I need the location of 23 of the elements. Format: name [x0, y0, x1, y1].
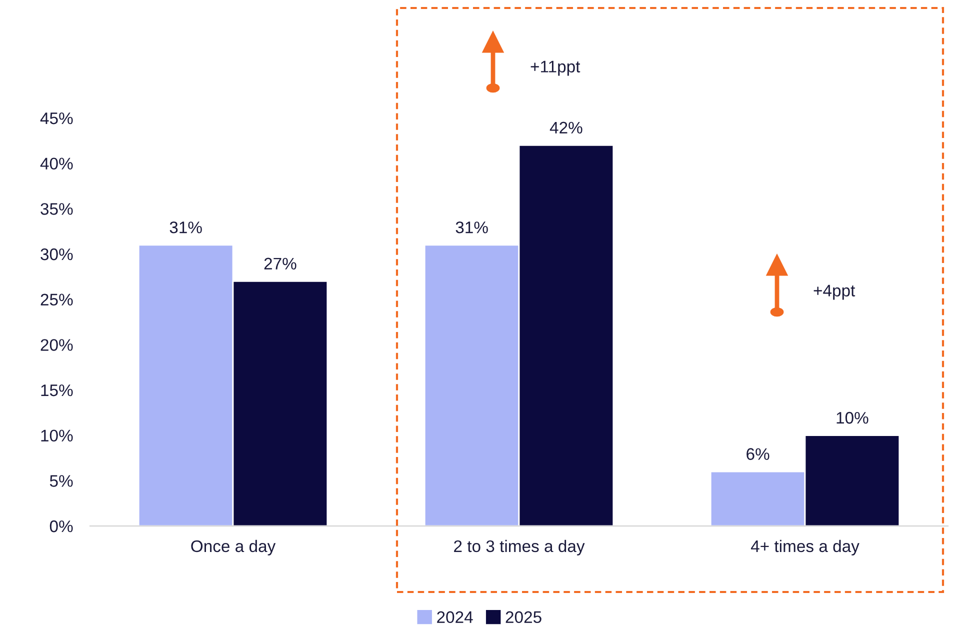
y-tick-label: 25% — [40, 294, 73, 306]
legend-label: 2025 — [506, 611, 542, 624]
text: +11ppt — [530, 60, 580, 76]
y-tick-label: 45% — [40, 112, 73, 124]
legend-label: 2024 — [437, 611, 473, 624]
y-tick-label: 30% — [40, 248, 73, 260]
annotation: +4ppt — [814, 284, 856, 300]
y-tick-label: 35% — [40, 203, 73, 215]
x-tick-label: 2 to 3 times a day — [454, 540, 585, 556]
data-label: 31% — [456, 222, 488, 234]
data-label: 27% — [264, 258, 296, 270]
y-tick-label: 0% — [50, 520, 73, 532]
y-tick-label: 15% — [41, 384, 73, 396]
x-tick-label: Once a day — [191, 540, 276, 556]
y-tick-label: 5% — [50, 475, 73, 487]
y-tick-label: 20% — [40, 339, 73, 351]
data-label: 6% — [746, 448, 770, 460]
y-tick-label: 10% — [41, 430, 73, 442]
x-tick-label: 4+ times a day — [750, 540, 860, 556]
data-label: 42% — [550, 122, 582, 134]
data-label: 31% — [170, 222, 202, 234]
data-label: 10% — [836, 412, 868, 424]
y-tick-label: 40% — [40, 158, 73, 170]
